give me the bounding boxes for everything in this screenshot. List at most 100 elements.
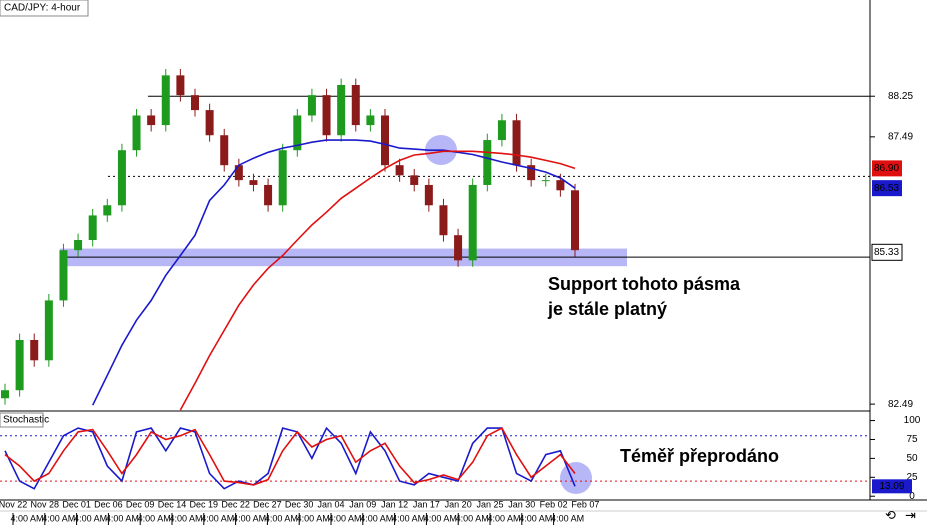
x-tick-label: Dec 09 bbox=[126, 499, 155, 509]
candle-body bbox=[512, 120, 521, 166]
x-tick-label: Jan 25 bbox=[476, 499, 503, 509]
x-time-label: 4:00 AM bbox=[265, 513, 298, 523]
x-time-label: 4:00 AM bbox=[106, 513, 139, 523]
x-tick-label: Dec 14 bbox=[158, 499, 187, 509]
x-tick-label: Feb 07 bbox=[571, 499, 599, 509]
candle-body bbox=[351, 84, 360, 126]
candle-body bbox=[1, 390, 9, 399]
candle-body bbox=[74, 240, 83, 251]
highlight-circle bbox=[560, 462, 592, 494]
candle-body bbox=[483, 140, 492, 185]
candle-body bbox=[556, 180, 565, 191]
candle-body bbox=[234, 165, 243, 181]
candle-body bbox=[264, 184, 273, 206]
x-time-label: 4:00 AM bbox=[328, 513, 361, 523]
candle-body bbox=[30, 339, 39, 361]
y-tick-label: 50 bbox=[906, 453, 918, 464]
x-tick-label: Dec 22 bbox=[221, 499, 250, 509]
candle-body bbox=[278, 150, 287, 206]
annotation: Téměř přeprodáno bbox=[620, 446, 779, 466]
value-tag bbox=[872, 479, 912, 494]
candle-body bbox=[337, 84, 346, 136]
x-tick-label: Nov 22 bbox=[0, 499, 27, 509]
candle-body bbox=[15, 339, 24, 391]
x-time-label: 4:00 AM bbox=[233, 513, 266, 523]
x-time-label: 4:00 AM bbox=[42, 513, 75, 523]
y-tick-label: 0 bbox=[909, 491, 915, 502]
x-tick-label: Jan 20 bbox=[445, 499, 472, 509]
x-tick-label: Jan 12 bbox=[381, 499, 408, 509]
title-box bbox=[0, 0, 89, 17]
x-tick-label: Dec 27 bbox=[253, 499, 282, 509]
candle-body bbox=[88, 215, 97, 241]
y-tick-label: 100 bbox=[904, 415, 921, 426]
price-tag bbox=[871, 243, 903, 261]
x-tick-label: Dec 01 bbox=[62, 499, 91, 509]
x-time-label: 4:00 AM bbox=[360, 513, 393, 523]
x-time-label: 4:00 AM bbox=[74, 513, 107, 523]
candle-body bbox=[307, 95, 316, 116]
candle-body bbox=[103, 205, 112, 216]
candle-body bbox=[381, 115, 389, 166]
candle-body bbox=[176, 75, 185, 96]
tv-icon[interactable]: ⇥ bbox=[905, 507, 916, 522]
candle-body bbox=[424, 184, 433, 206]
x-time-label: 4:00 AM bbox=[487, 513, 520, 523]
x-time-label: 4:00 AM bbox=[456, 513, 489, 523]
candle-body bbox=[293, 115, 302, 151]
candle-body bbox=[395, 165, 404, 176]
x-time-label: 4:00 AM bbox=[201, 513, 234, 523]
y-tick-label: 25 bbox=[906, 472, 918, 483]
candle-body bbox=[468, 184, 477, 261]
candle-body bbox=[132, 115, 141, 151]
candle-body bbox=[439, 205, 448, 236]
x-time-label: 4:00 AM bbox=[519, 513, 552, 523]
candle-body bbox=[161, 75, 170, 126]
indicator-box bbox=[0, 412, 44, 428]
x-tick-label: Nov 28 bbox=[31, 499, 60, 509]
candle-body bbox=[571, 190, 579, 251]
candle-body bbox=[527, 165, 536, 181]
price-tag bbox=[872, 160, 902, 177]
y-tick-label: 82.49 bbox=[888, 399, 913, 410]
candle-body bbox=[410, 175, 419, 185]
x-tick-label: Jan 04 bbox=[317, 499, 344, 509]
price-tag bbox=[872, 180, 902, 197]
candle-body bbox=[147, 115, 156, 126]
series-line bbox=[179, 150, 576, 411]
x-time-label: 4:00 AM bbox=[169, 513, 202, 523]
x-tick-label: Feb 02 bbox=[540, 499, 568, 509]
y-tick-label: 88.25 bbox=[888, 91, 913, 102]
x-time-label: 4:00 AM bbox=[138, 513, 171, 523]
indicator-title: Stochastic bbox=[3, 415, 49, 426]
price-tag-label: 85.33 bbox=[874, 247, 899, 258]
candle-body bbox=[497, 120, 506, 141]
price-tag-label: 86.90 bbox=[874, 163, 899, 174]
series-line bbox=[4, 426, 576, 490]
x-time-label: 4:00 AM bbox=[392, 513, 425, 523]
candle-body bbox=[191, 95, 199, 111]
x-time-label: 4:00 AM bbox=[10, 513, 43, 523]
x-tick-label: Jan 17 bbox=[413, 499, 440, 509]
candle-body bbox=[117, 150, 126, 206]
candle-body bbox=[205, 110, 214, 136]
x-tick-label: Jan 09 bbox=[349, 499, 376, 509]
candle-body bbox=[59, 250, 68, 301]
y-tick-label: 75 bbox=[906, 434, 918, 445]
candle-body bbox=[541, 180, 550, 182]
x-tick-label: Dec 19 bbox=[190, 499, 219, 509]
x-time-label: 4:00 AM bbox=[551, 513, 584, 523]
candle-body bbox=[366, 115, 375, 126]
annotation: Support tohoto pásma bbox=[548, 274, 741, 294]
chart-title: CAD/JPY: 4-hour bbox=[4, 3, 81, 14]
candle-body bbox=[44, 300, 53, 361]
value-tag-label: 13.09 bbox=[879, 481, 904, 492]
price-tag-label: 86.53 bbox=[874, 183, 899, 194]
sync-icon[interactable]: ⟲ bbox=[885, 507, 896, 522]
x-tick-label: Jan 30 bbox=[508, 499, 535, 509]
x-time-label: 4:00 AM bbox=[297, 513, 330, 523]
candle-body bbox=[249, 180, 258, 185]
y-tick-label: 87.49 bbox=[888, 131, 913, 142]
x-tick-label: Dec 06 bbox=[94, 499, 123, 509]
